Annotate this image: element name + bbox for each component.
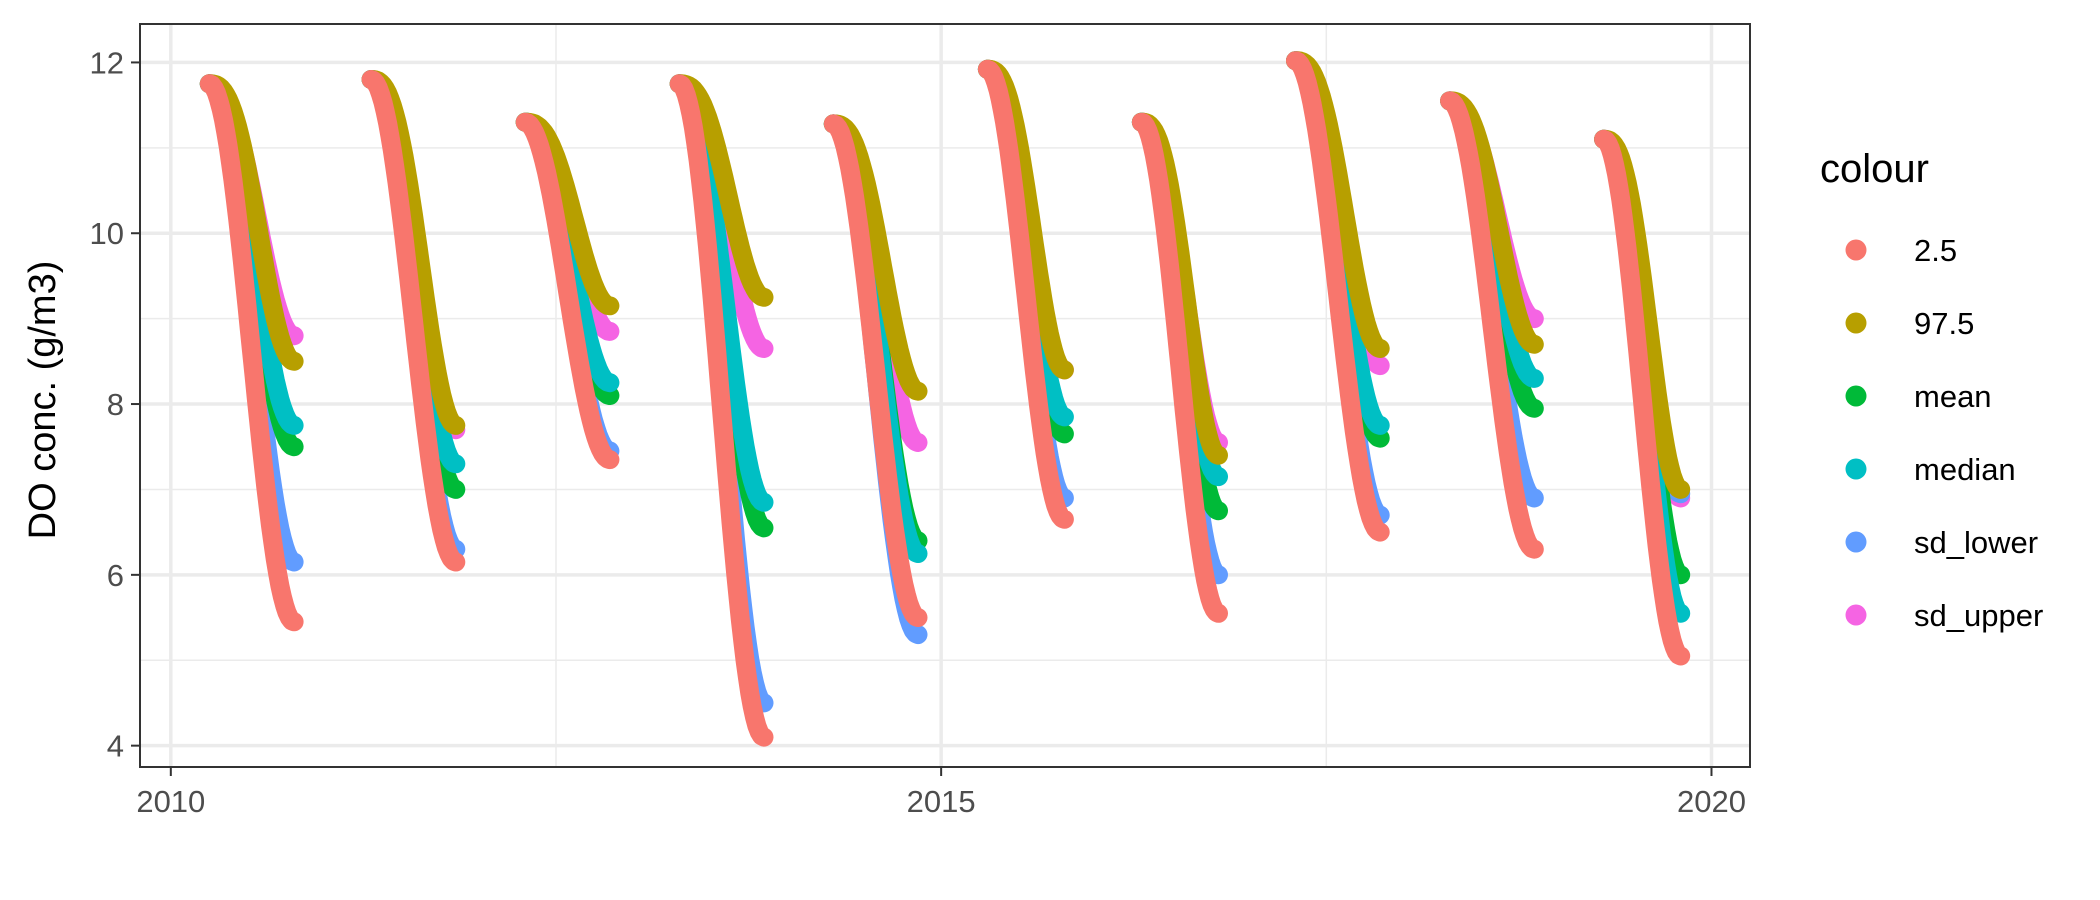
legend-key-mean [1845,385,1867,407]
series-2-5-season-8 [1286,51,1390,542]
series-2-5-season-5 [823,114,928,627]
series-2-5-season-1 [199,74,304,632]
y-axis-title: DO conc. (g/m3) [22,261,64,540]
series-2-5-season-4 [669,74,774,747]
legend-key-2-5 [1845,239,1867,261]
legend-label: sd_lower [1914,525,2038,560]
legend: colour 2.5 97.5 mean median sd_lower sd_upper [1820,147,2043,633]
series-2-5-season-9 [1440,91,1544,559]
x-tick-label: 2015 [907,784,976,819]
y-tick-label: 6 [107,558,124,593]
plot-panel-border [139,23,1751,768]
legend-label: 97.5 [1914,306,1974,341]
x-tick-label: 2010 [136,784,205,819]
y-tick-label: 12 [90,45,124,80]
series-2-5-season-10 [1594,129,1691,666]
legend-title: colour [1820,147,1929,191]
x-axis: 2010 2015 2020 [136,767,1746,819]
legend-key-median [1845,458,1867,480]
y-tick-label: 8 [107,387,124,422]
legend-key-97-5 [1845,312,1867,334]
y-tick-label: 10 [90,216,124,251]
series-2-5-season-7 [1131,112,1228,623]
legend-key-sd_upper [1845,604,1867,626]
legend-label: mean [1914,379,1992,414]
y-axis: 4 6 8 10 12 [90,45,140,764]
legend-label: 2.5 [1914,233,1957,268]
legend-key-sd_lower [1845,531,1867,553]
y-tick-label: 4 [107,729,124,764]
x-tick-label: 2020 [1677,784,1746,819]
legend-label: median [1914,452,2016,487]
series-2-5-season-3 [515,112,620,470]
legend-label: sd_upper [1914,598,2043,633]
major-grid [140,24,1750,767]
series-2-5-season-2 [361,70,466,572]
series-layer [199,51,1691,747]
series-2-5 [199,51,1691,747]
series-2-5-season-6 [977,59,1074,529]
